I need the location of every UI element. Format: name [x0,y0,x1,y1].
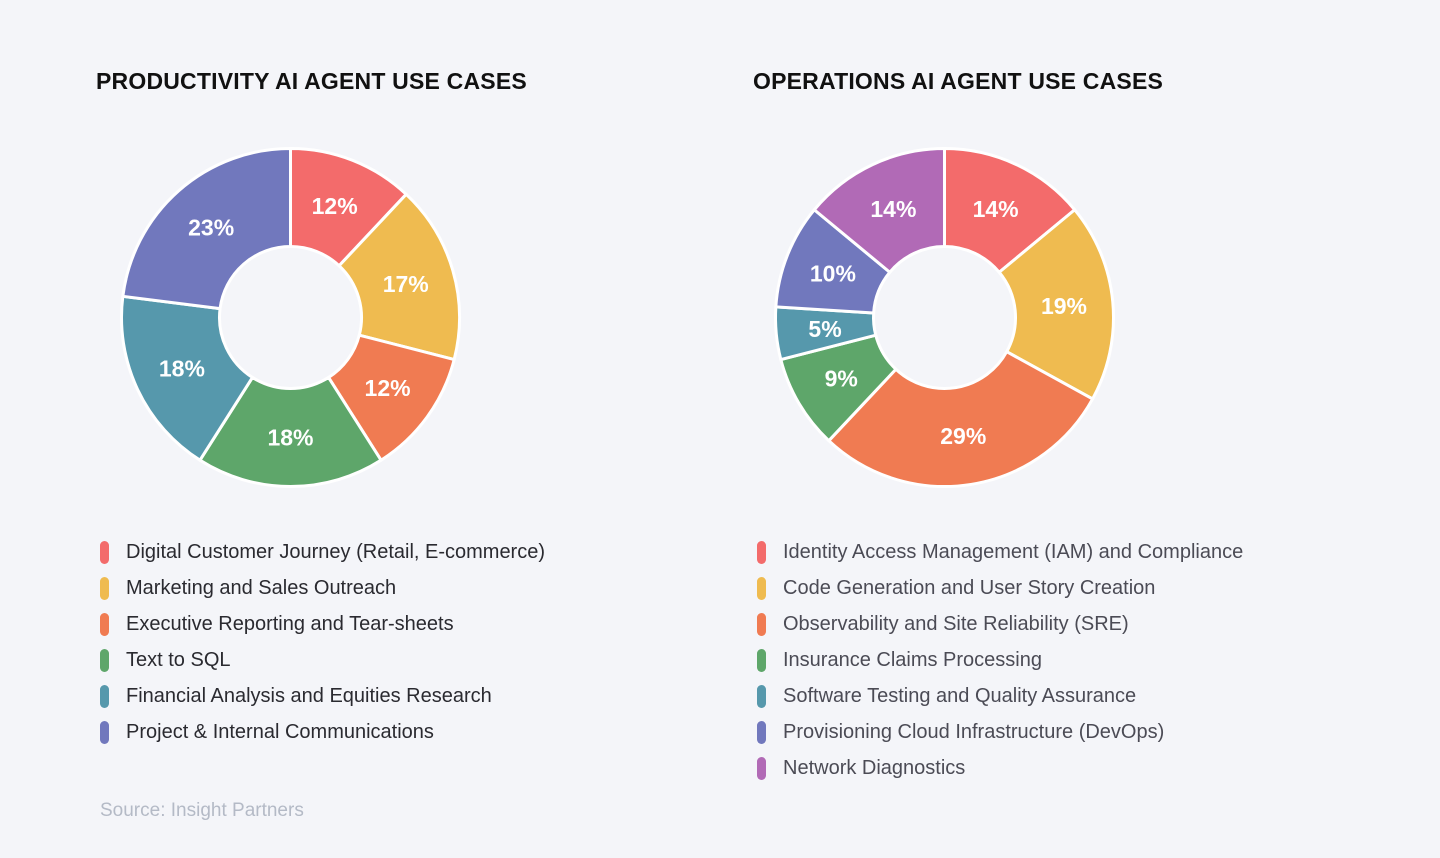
slice-value-label: 14% [973,196,1019,222]
legend-label: Executive Reporting and Tear-sheets [126,612,454,635]
productivity-donut-chart: 12% 17% 12% 18% 18% 23% [120,147,461,488]
slice-observability-and-site-reliability-sre [827,350,1095,488]
slice-value-label: 18% [159,356,205,382]
legend-label: Provisioning Cloud Infrastructure (DevOp… [783,720,1165,743]
operations-panel: OPERATIONS AI AGENT USE CASES 14% 19% 29% 9… [753,0,1413,858]
slice-value-label: 12% [365,375,411,401]
legend-swatch [757,648,766,672]
productivity-legend: Digital Customer Journey (Retail, E-comm… [100,534,545,750]
slice-value-label: 12% [312,193,358,219]
slice-value-label: 29% [940,423,986,449]
legend-item-provisioning-cloud-infrastructure-devops: Provisioning Cloud Infrastructure (DevOp… [757,714,1243,750]
slice-code-generation-and-user-story-creation [997,208,1115,401]
legend-item-insurance-claims-processing: Insurance Claims Processing [757,642,1243,678]
legend-item-digital-customer-journey-retail-e-commerce: Digital Customer Journey (Retail, E-comm… [100,534,545,570]
legend-swatch [100,576,109,600]
legend-label: Digital Customer Journey (Retail, E-comm… [126,540,546,563]
legend-label: Project & Internal Communications [126,720,434,743]
legend-swatch [100,720,109,744]
slice-value-label: 5% [808,316,841,342]
legend-swatch [100,684,109,708]
legend-swatch [757,756,766,780]
slice-value-label: 10% [810,260,856,286]
slice-value-label: 17% [383,271,429,297]
legend-swatch [100,612,109,636]
legend-label: Software Testing and Quality Assurance [783,684,1137,707]
slice-project-internal-communications [121,147,292,311]
legend-swatch [100,648,109,672]
slice-identity-access-management-iam-and-compliance [943,147,1077,274]
legend-item-identity-access-management-iam-and-compliance: Identity Access Management (IAM) and Com… [757,534,1243,570]
operations-donut-chart: 14% 19% 29% 9% 5% 10% 14% [774,147,1115,488]
legend-item-executive-reporting-and-tear-sheets: Executive Reporting and Tear-sheets [100,606,545,642]
slice-value-label: 18% [267,425,313,451]
legend-item-observability-and-site-reliability-sre: Observability and Site Reliability (SRE) [757,606,1243,642]
slice-text-to-sql [198,375,383,488]
slice-marketing-and-sales-outreach [337,192,461,362]
legend-label: Identity Access Management (IAM) and Com… [783,540,1244,563]
legend-label: Financial Analysis and Equities Research [126,684,492,707]
legend-swatch [100,540,109,564]
legend-swatch [757,612,766,636]
legend-swatch [757,684,766,708]
legend-swatch [757,540,766,564]
legend-label: Insurance Claims Processing [783,648,1042,671]
productivity-panel: PRODUCTIVITY AI AGENT USE CASES 12% 17% 12… [96,0,756,858]
operations-legend: Identity Access Management (IAM) and Com… [757,534,1243,786]
legend-item-text-to-sql: Text to SQL [100,642,545,678]
legend-label: Marketing and Sales Outreach [126,576,397,599]
source-note: Source: Insight Partners [100,800,304,821]
legend-item-code-generation-and-user-story-creation: Code Generation and User Story Creation [757,570,1243,606]
legend-item-software-testing-and-quality-assurance: Software Testing and Quality Assurance [757,678,1243,714]
legend-label: Text to SQL [126,648,231,671]
operations-chart-title: OPERATIONS AI AGENT USE CASES [753,68,1164,94]
slice-network-diagnostics [812,147,946,274]
slice-financial-analysis-and-equities-research [120,294,254,462]
legend-label: Network Diagnostics [783,756,966,779]
slice-value-label: 23% [188,214,234,240]
legend-label: Observability and Site Reliability (SRE) [783,612,1129,635]
productivity-chart-title: PRODUCTIVITY AI AGENT USE CASES [96,68,527,94]
slice-value-label: 19% [1041,293,1087,319]
legend-item-project-internal-communications: Project & Internal Communications [100,714,545,750]
legend-item-financial-analysis-and-equities-research: Financial Analysis and Equities Research [100,678,545,714]
legend-swatch [757,576,766,600]
legend-label: Code Generation and User Story Creation [783,576,1156,599]
legend-item-network-diagnostics: Network Diagnostics [757,750,1243,786]
slice-value-label: 14% [870,196,916,222]
legend-swatch [757,720,766,744]
slice-value-label: 9% [825,366,858,392]
legend-item-marketing-and-sales-outreach: Marketing and Sales Outreach [100,570,545,606]
